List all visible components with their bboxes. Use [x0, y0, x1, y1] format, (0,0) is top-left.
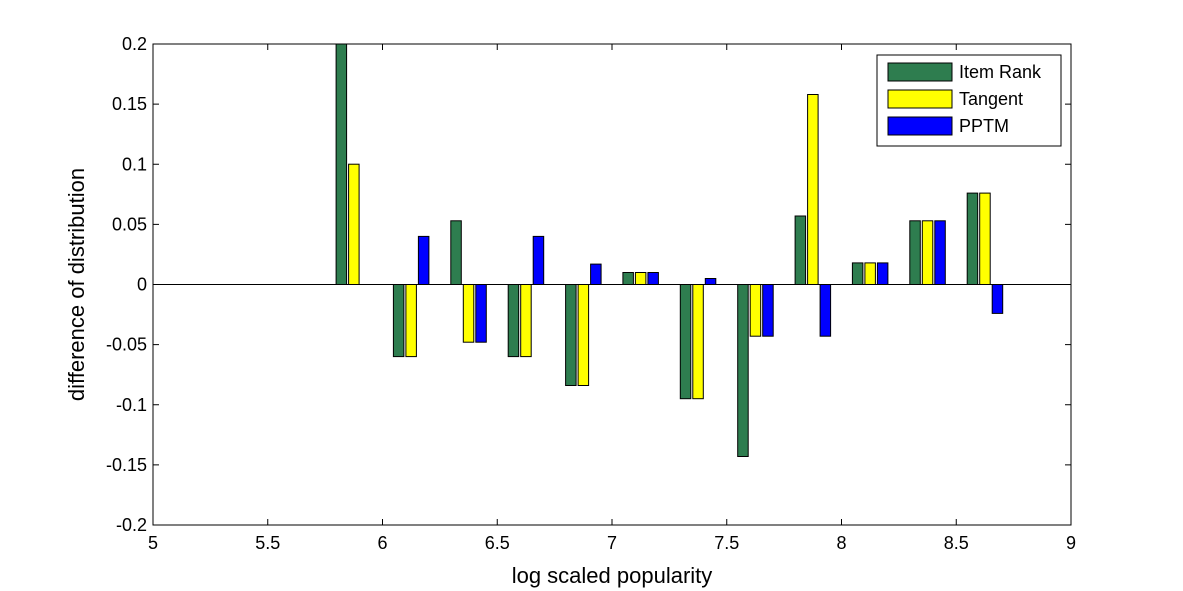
bar-tangent-3	[520, 284, 532, 358]
bar-pptm-2	[475, 284, 487, 343]
bar-item-rank-6	[679, 284, 692, 400]
y-tick-label-6: -0.1	[116, 395, 147, 415]
bar-tangent-5	[634, 272, 647, 285]
x-tick-label-6: 8	[836, 533, 846, 553]
legend-swatch-pptm	[887, 116, 953, 136]
bar-tangent-11	[979, 192, 991, 286]
y-tick-label-8: -0.2	[116, 515, 147, 535]
legend: Item Rank Tangent PPTM	[876, 54, 1062, 147]
bar-item-rank-3	[507, 284, 520, 358]
bar-item-rank-4	[565, 284, 577, 386]
legend-label-pptm: PPTM	[959, 116, 1009, 136]
bar-item-rank-2	[450, 220, 462, 286]
bar-pptm-9	[876, 262, 889, 285]
bar-tangent-10	[921, 220, 934, 286]
legend-label-tangent: Tangent	[959, 89, 1023, 109]
bar-item-rank-11	[966, 192, 979, 286]
bar-pptm-8	[819, 284, 832, 337]
bar-item-rank-10	[909, 220, 921, 286]
y-tick-label-1: 0.15	[112, 94, 147, 114]
bar-tangent-4	[577, 284, 590, 386]
legend-entry-item-rank: Item Rank	[887, 62, 1042, 82]
bar-pptm-4	[590, 263, 602, 286]
y-tick-label-0: 0.2	[122, 34, 147, 54]
x-tick-label-7: 8.5	[944, 533, 969, 553]
x-tick-label-4: 7	[607, 533, 617, 553]
bar-pptm-6	[704, 278, 717, 285]
bar-item-rank-0	[335, 43, 348, 285]
y-tick-label-7: -0.15	[106, 455, 147, 475]
x-axis: 5 5.5 6 6.5 7 7.5 8 8.5 9	[148, 44, 1076, 553]
bar-tangent-6	[692, 284, 704, 400]
bar-pptm-11	[991, 284, 1004, 314]
bar-item-rank-1	[392, 284, 405, 358]
y-tick-label-3: 0.05	[112, 214, 147, 234]
x-tick-label-8: 9	[1066, 533, 1076, 553]
bar-item-rank-7	[737, 284, 749, 457]
bar-tangent-8	[807, 94, 819, 285]
bar-tangent-7	[749, 284, 762, 337]
y-axis-title: difference of distribution	[64, 168, 89, 401]
bar-pptm-1	[417, 235, 430, 285]
x-tick-label-1: 5.5	[255, 533, 280, 553]
bar-item-rank-9	[851, 262, 864, 285]
bar-pptm-5	[647, 272, 659, 285]
x-tick-label-2: 6	[377, 533, 387, 553]
y-tick-label-4: 0	[137, 275, 147, 295]
legend-entry-pptm: PPTM	[887, 116, 1009, 136]
bar-pptm-7	[762, 284, 774, 337]
bar-pptm-3	[532, 235, 545, 285]
bar-item-rank-5	[622, 272, 634, 285]
x-tick-label-0: 5	[148, 533, 158, 553]
bar-tangent-1	[405, 284, 417, 358]
bar-pptm-10	[934, 220, 946, 286]
bar-tangent-0	[348, 163, 360, 285]
legend-swatch-item-rank	[887, 62, 953, 82]
bar-item-rank-8	[794, 215, 807, 285]
x-axis-title: log scaled popularity	[512, 563, 713, 588]
legend-entry-tangent: Tangent	[887, 89, 1023, 109]
x-tick-label-5: 7.5	[714, 533, 739, 553]
bar-tangent-2	[462, 284, 475, 343]
y-tick-label-2: 0.1	[122, 154, 147, 174]
legend-label-item-rank: Item Rank	[959, 62, 1042, 82]
legend-swatch-tangent	[887, 89, 953, 109]
x-tick-label-3: 6.5	[485, 533, 510, 553]
y-axis: 0.2 0.15 0.1 0.05 0 -0.05 -0.1 -0.15 -0.2	[106, 34, 1071, 535]
bar-tangent-9	[864, 262, 876, 285]
y-tick-label-5: -0.05	[106, 335, 147, 355]
